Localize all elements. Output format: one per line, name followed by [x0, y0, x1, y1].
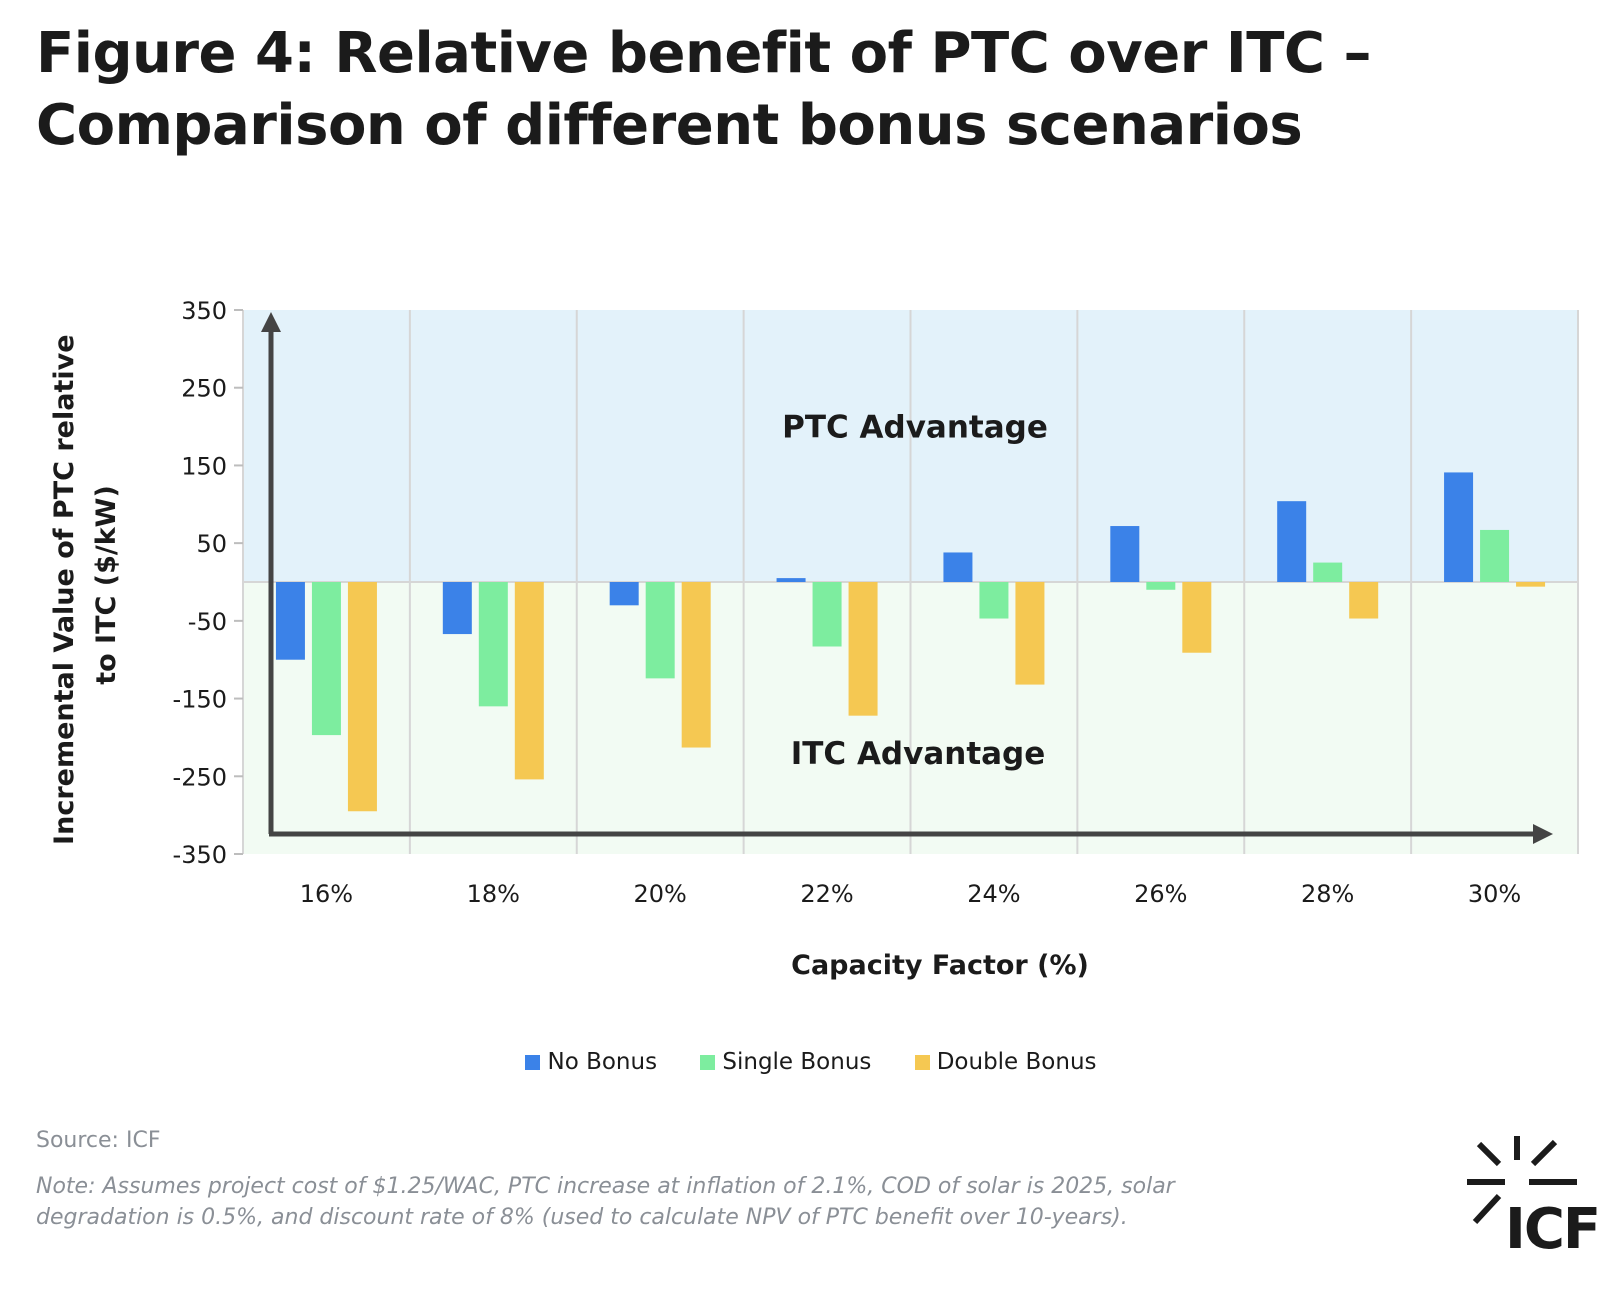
x-tick-label: 20%: [634, 880, 687, 908]
bar-double-bonus: [681, 582, 711, 748]
bar-no-bonus: [1110, 526, 1140, 582]
source-text: Source: ICF: [36, 1128, 161, 1153]
legend-swatch-double-bonus: [914, 1054, 930, 1070]
x-tick-label: 26%: [1134, 880, 1187, 908]
figure-title-line-2: Comparison of different bonus scenarios: [36, 93, 1303, 158]
bar-double-bonus: [514, 582, 544, 780]
y-axis-title-line-1: Incremental Value of PTC relative: [49, 334, 80, 844]
itc-advantage-label: ITC Advantage: [791, 736, 1046, 772]
figure-title: Figure 4: Relative benefit of PTC over I…: [36, 18, 1536, 162]
bar-no-bonus: [609, 582, 639, 606]
bar-no-bonus: [943, 552, 973, 582]
legend-label-double-bonus: Double Bonus: [936, 1048, 1097, 1075]
x-tick-label: 18%: [467, 880, 520, 908]
x-tick-label: 28%: [1301, 880, 1354, 908]
y-tick-label: -350: [173, 841, 227, 869]
logo-text: ICF: [1505, 1197, 1599, 1255]
legend-label-single-bonus: Single Bonus: [722, 1048, 872, 1075]
note-text: Note: Assumes project cost of $1.25/WAC,…: [36, 1174, 1175, 1230]
x-tick-labels: 16% 18% 20% 22% 24% 26% 28% 30%: [300, 880, 1521, 908]
x-tick-label: 16%: [300, 880, 353, 908]
y-axis-title: Incremental Value of PTC relative to ITC…: [49, 325, 122, 845]
legend-item-single-bonus: Single Bonus: [700, 1049, 871, 1075]
x-tick-label: 30%: [1468, 880, 1521, 908]
bar-no-bonus: [1277, 501, 1307, 582]
y-tick-label: 250: [181, 375, 227, 403]
legend-swatch-single-bonus: [700, 1054, 716, 1070]
icf-sunburst-logo: ICF: [1467, 1136, 1601, 1255]
chart-legend: No Bonus Single Bonus Double Bonus: [0, 1048, 1622, 1075]
legend-swatch-no-bonus: [525, 1054, 541, 1070]
y-tick-label: 350: [181, 297, 227, 325]
bar-marks: [275, 472, 1546, 812]
bar-double-bonus: [1015, 582, 1045, 685]
y-tick-label: -50: [188, 608, 227, 636]
bar-double-bonus: [1182, 582, 1212, 653]
bar-chart: 350 250 150 50 -50 -150 -250 -350 16% 18% 20% 22% 2…: [49, 297, 1579, 981]
bar-single-bonus: [1480, 529, 1510, 582]
legend-label-no-bonus: No Bonus: [547, 1048, 658, 1075]
x-axis-title: Capacity Factor (%): [791, 950, 1089, 981]
ptc-advantage-label: PTC Advantage: [782, 410, 1048, 446]
x-tick-label: 22%: [800, 880, 853, 908]
bar-single-bonus: [478, 582, 508, 707]
y-tick-label: 50: [196, 530, 227, 558]
bar-no-bonus: [275, 582, 305, 660]
bar-no-bonus: [1444, 472, 1474, 582]
bar-no-bonus: [776, 578, 806, 582]
y-tick-label: 150: [181, 452, 227, 480]
figure-title-line-1: Figure 4: Relative benefit of PTC over I…: [36, 21, 1372, 86]
bar-double-bonus: [848, 582, 878, 716]
bar-double-bonus: [347, 582, 377, 812]
bar-double-bonus: [1516, 582, 1546, 587]
y-axis-title-line-2: to ITC ($/kW): [91, 485, 122, 685]
legend-item-double-bonus: Double Bonus: [914, 1048, 1097, 1075]
bar-double-bonus: [1349, 582, 1379, 619]
bar-single-bonus: [979, 582, 1009, 619]
legend-item-no-bonus: No Bonus: [525, 1049, 657, 1075]
bar-single-bonus: [311, 582, 341, 736]
y-tick-label: -150: [173, 686, 227, 714]
y-tick-label: -250: [173, 763, 227, 791]
x-tick-label: 24%: [967, 880, 1020, 908]
bar-single-bonus: [1313, 562, 1343, 582]
bar-single-bonus: [812, 582, 842, 647]
bar-single-bonus: [645, 582, 675, 679]
bar-single-bonus: [1146, 582, 1176, 590]
y-tick-labels: 350 250 150 50 -50 -150 -250 -350: [173, 297, 243, 869]
bar-no-bonus: [442, 582, 472, 635]
